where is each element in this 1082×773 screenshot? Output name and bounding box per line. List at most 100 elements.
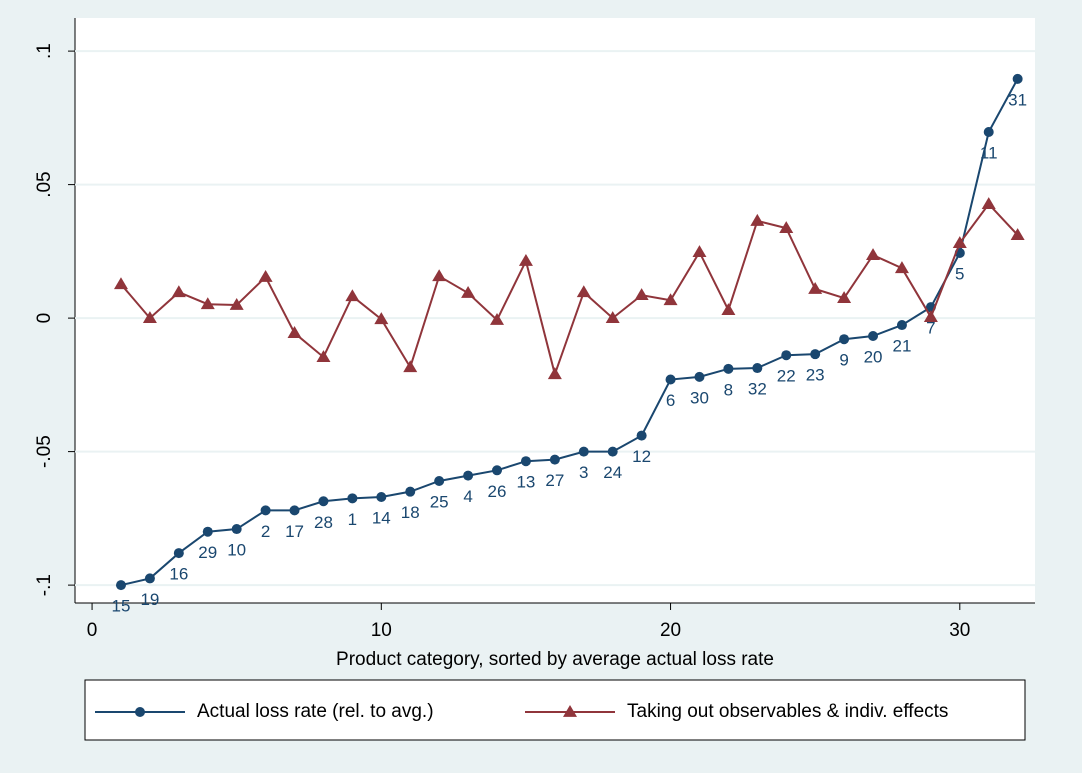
marker [463, 470, 474, 481]
point-label: 17 [285, 522, 304, 541]
point-label: 10 [227, 541, 246, 560]
point-label: 8 [724, 380, 733, 399]
point-label: 28 [314, 513, 333, 532]
legend-label: Actual loss rate (rel. to avg.) [197, 701, 434, 722]
marker [634, 288, 649, 301]
point-label: 11 [980, 143, 998, 162]
marker [492, 465, 503, 476]
marker [636, 430, 647, 441]
marker [434, 475, 445, 486]
marker [692, 245, 707, 258]
marker [173, 548, 184, 559]
series-line [120, 202, 1019, 378]
marker [808, 282, 823, 294]
marker [839, 334, 850, 345]
marker [1012, 73, 1023, 84]
marker [837, 291, 852, 303]
marker [752, 363, 763, 374]
point-label: 16 [169, 565, 188, 584]
marker [316, 350, 331, 362]
point-label: 12 [632, 447, 651, 466]
legend [84, 679, 1026, 741]
marker [983, 127, 994, 138]
marker [518, 253, 533, 266]
point-label: 5 [955, 264, 964, 283]
marker [981, 197, 996, 209]
point-label: 23 [806, 366, 825, 385]
marker [663, 293, 678, 306]
marker [200, 297, 215, 310]
point-label: 19 [140, 590, 159, 609]
marker [142, 311, 157, 324]
marker [576, 285, 591, 298]
point-label: 31 [1008, 90, 1027, 109]
point-label: 29 [198, 543, 217, 562]
marker [135, 707, 145, 717]
point-label: 27 [545, 471, 564, 490]
point-label: 6 [666, 391, 675, 410]
point-label: 25 [430, 492, 449, 511]
marker [952, 236, 967, 248]
marker [810, 349, 821, 360]
marker [896, 320, 907, 331]
marker [547, 367, 562, 380]
marker [318, 496, 329, 507]
marker [563, 705, 577, 717]
point-label: 13 [516, 473, 535, 492]
marker [144, 573, 155, 584]
marker [750, 213, 765, 226]
marker [347, 493, 358, 504]
x-axis-label: Product category, sorted by average actu… [336, 649, 774, 670]
marker [723, 363, 734, 374]
plot-area [75, 18, 1035, 603]
marker [868, 330, 879, 341]
x-tick-label: 30 [949, 620, 970, 641]
point-label: 7 [926, 319, 935, 338]
marker [113, 277, 128, 290]
y-tick-label: .1 [34, 43, 55, 59]
marker [721, 303, 736, 315]
marker [376, 492, 387, 503]
marker [605, 311, 620, 324]
point-label: 1 [348, 510, 357, 529]
marker [520, 456, 531, 467]
marker [694, 371, 705, 382]
point-label: 14 [372, 508, 391, 527]
point-label: 4 [463, 487, 472, 506]
marker [665, 374, 676, 385]
point-label: 32 [748, 380, 767, 399]
marker [115, 580, 126, 591]
y-tick-label: -.1 [34, 574, 55, 596]
x-tick-label: 0 [87, 620, 98, 641]
marker [287, 326, 302, 338]
x-tick-label: 10 [371, 620, 392, 641]
marker [289, 505, 300, 516]
marker [923, 310, 938, 322]
y-tick-label: -.05 [34, 435, 55, 468]
point-label: 26 [488, 482, 507, 501]
marker [549, 454, 560, 465]
marker [894, 261, 909, 274]
point-label: 30 [690, 388, 709, 407]
marker [607, 446, 618, 457]
marker [1010, 228, 1025, 240]
marker [260, 505, 271, 516]
point-label: 24 [603, 463, 622, 482]
marker [403, 360, 418, 373]
point-label: 22 [777, 367, 796, 386]
marker [202, 526, 213, 537]
point-label: 9 [839, 351, 848, 370]
y-tick-label: 0 [34, 313, 55, 324]
legend-label: Taking out observables & indiv. effects [627, 701, 948, 722]
x-tick-label: 20 [660, 620, 681, 641]
point-label: 21 [892, 337, 911, 356]
marker [405, 486, 416, 497]
point-label: 2 [261, 522, 270, 541]
marker [374, 312, 389, 325]
marker [432, 269, 447, 282]
marker [779, 221, 794, 234]
marker [345, 289, 360, 302]
marker [781, 350, 792, 361]
point-label: 20 [864, 347, 883, 366]
